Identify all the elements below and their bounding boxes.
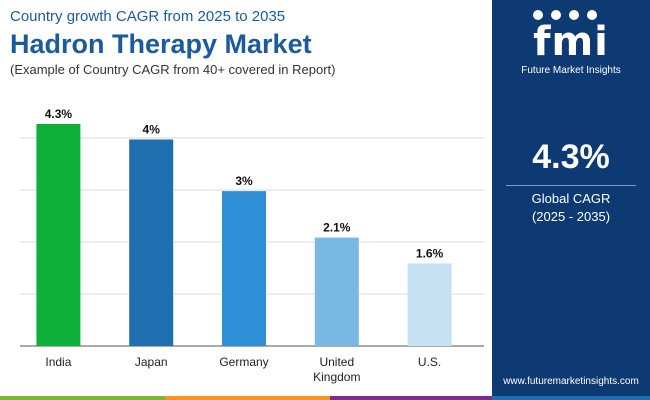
bottom-bar-segment <box>330 396 492 400</box>
divider <box>506 185 636 186</box>
chart-title: Hadron Therapy Market <box>10 29 312 59</box>
global-cagr-value: 4.3% <box>532 138 610 176</box>
bar-chart: 4.3% India 4% Japan 3% Germany 2.1% UnitedKingd… <box>20 107 484 384</box>
x-tick-label: Germany <box>219 355 268 369</box>
data-label: 3% <box>235 174 253 188</box>
bar-u-s <box>407 263 452 346</box>
website-link[interactable]: www.futuremarketinsights.com <box>503 376 639 387</box>
data-label: 4.3% <box>45 107 73 121</box>
bar-germany <box>222 191 266 346</box>
logo-dot-icon <box>551 10 561 20</box>
logo-dot-icon <box>569 10 579 20</box>
global-cagr-label: Global CAGR (2025 - 2035) <box>492 190 650 226</box>
data-label: 1.6% <box>416 246 444 260</box>
logo-subtitle: Future Market Insights <box>521 65 621 76</box>
bottom-bar-segment <box>0 396 165 400</box>
bar-united-kingdom <box>314 237 359 346</box>
bar-india <box>36 124 81 346</box>
logo-dot-icon <box>587 10 597 20</box>
bottom-bar-segment <box>492 396 650 400</box>
x-tick-label: India <box>45 355 71 369</box>
x-tick-label: United <box>319 355 354 369</box>
x-tick-label: Japan <box>135 355 168 369</box>
chart-subtitle: Country growth CAGR from 2025 to 2035 <box>10 8 286 25</box>
chart-note: (Example of Country CAGR from 40+ covere… <box>10 62 336 77</box>
data-label: 4% <box>143 122 161 136</box>
header: Country growth CAGR from 2025 to 2035 Ha… <box>10 8 336 78</box>
logo-dot-icon <box>533 10 543 20</box>
x-tick-label: Kingdom <box>313 370 360 384</box>
global-cagr-text: Global CAGR <box>531 191 611 206</box>
x-tick-label: U.S. <box>418 355 441 369</box>
global-cagr-period: (2025 - 2035) <box>531 209 611 224</box>
logo-icons <box>533 10 597 20</box>
bottom-color-bar <box>0 396 650 400</box>
logo-text: fmi <box>533 19 609 65</box>
bottom-bar-segment <box>165 396 330 400</box>
data-label: 2.1% <box>323 221 351 235</box>
bar-japan <box>129 139 174 346</box>
side-panel: fmi Future Market Insights 4.3% Global C… <box>492 0 650 396</box>
